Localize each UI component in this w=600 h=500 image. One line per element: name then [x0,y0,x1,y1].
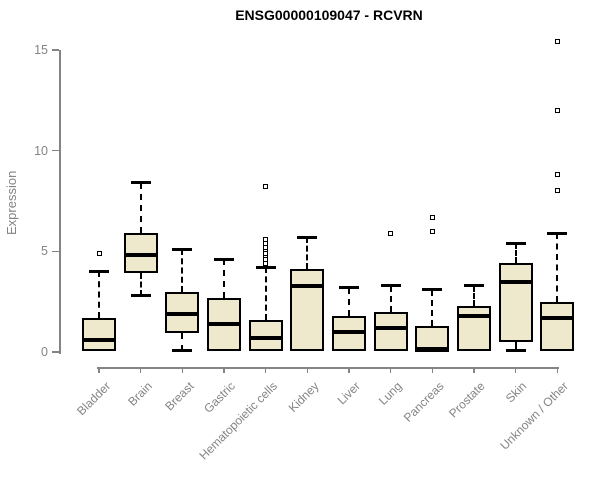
whisker-cap-lower-breast [172,349,193,353]
median-gastric [207,321,241,326]
x-axis-tick [223,367,225,373]
whisker-upper-skin [514,243,517,264]
x-axis-tick [556,367,559,373]
x-category-label-gastric: Gastric [201,379,238,416]
x-axis-tick [473,367,475,373]
x-axis-tick [389,367,392,373]
whisker-cap-lower-skin [505,349,526,353]
median-skin [498,279,533,284]
whisker-cap-upper-hematopoietic-cells [255,265,276,269]
x-axis-tick [348,367,350,373]
median-prostate [457,313,492,318]
outlier-lung [388,230,394,236]
whisker-cap-upper-gastric [214,257,234,261]
whisker-upper-liver [348,287,351,316]
x-axis-tick [98,367,100,373]
y-axis-tick [52,49,59,51]
x-category-label-skin: Skin [503,379,530,406]
whisker-cap-upper-unknown-other [547,231,568,235]
x-axis-tick [181,367,184,373]
box-prostate [457,305,492,351]
y-axis-line [59,50,61,354]
whisker-upper-brain [139,182,142,234]
whisker-cap-upper-liver [339,286,360,290]
box-bladder [82,317,116,351]
median-pancreas [415,346,450,351]
box-skin [498,263,533,342]
y-axis-tick [52,149,59,152]
whisker-cap-upper-pancreas [422,288,443,292]
outlier-bladder [96,250,102,256]
whisker-cap-upper-bladder [89,269,109,273]
whisker-upper-gastric [223,259,225,298]
median-breast [165,311,200,316]
x-axis-tick [139,367,142,373]
box-unknown-other [540,301,575,351]
median-unknown-other [540,315,575,320]
box-kidney [290,269,325,351]
whisker-upper-pancreas [431,289,434,326]
whisker-cap-lower-brain [130,294,151,298]
median-kidney [290,283,325,288]
x-category-label-liver: Liver [334,379,363,408]
outlier-pancreas [429,214,435,220]
x-axis-tick [306,367,309,373]
whisker-lower-brain [139,273,142,296]
x-axis-line [97,367,560,369]
whisker-upper-kidney [306,237,309,270]
whisker-upper-unknown-other [556,233,559,302]
whisker-upper-breast [181,249,184,292]
y-tick-label: 0 [41,345,48,359]
x-category-label-pancreas: Pancreas [400,379,447,425]
x-category-label-brain: Brain [124,379,155,409]
y-axis-label: Expression [4,170,19,236]
x-axis-tick [514,367,517,373]
box-lung [373,311,408,351]
box-brain [123,233,158,274]
whisker-cap-upper-brain [130,181,151,185]
whisker-cap-upper-breast [172,247,193,251]
whisker-upper-prostate [473,285,476,306]
median-brain [123,253,158,258]
y-axis-tick [52,351,59,353]
median-hematopoietic-cells [248,335,283,340]
x-category-label-prostate: Prostate [446,379,488,421]
median-bladder [82,337,116,342]
outlier-unknown-other [554,39,560,45]
x-axis-tick [431,367,434,373]
x-category-label-hematopoietic-cells: Hematopoietic cells [196,379,280,463]
whisker-cap-upper-lung [380,284,401,288]
y-tick-label: 10 [34,143,48,158]
outlier-unknown-other [554,188,560,194]
outlier-hematopoietic-cells [263,236,269,242]
x-category-label-kidney: Kidney [285,379,322,415]
outlier-unknown-other [554,107,560,113]
median-liver [332,329,367,334]
x-category-label-breast: Breast [161,379,197,414]
whisker-lower-breast [181,332,184,351]
whisker-cap-upper-prostate [464,284,485,288]
whisker-lower-skin [514,341,517,351]
median-lung [373,325,408,330]
box-hematopoietic-cells [248,319,283,351]
whisker-upper-hematopoietic-cells [264,267,267,320]
x-category-label-bladder: Bladder [73,379,113,419]
x-category-label-lung: Lung [375,379,405,408]
outlier-unknown-other [554,172,560,178]
y-tick-label: 5 [41,244,48,259]
outlier-hematopoietic-cells [263,184,269,190]
y-tick-label: 15 [34,43,48,57]
whisker-cap-upper-kidney [297,235,318,239]
y-axis-tick [52,250,59,253]
x-axis-tick [264,367,267,373]
outlier-pancreas [429,228,435,234]
chart-title: ENSG00000109047 - RCVRN [235,7,423,23]
whisker-upper-lung [389,285,392,312]
whisker-cap-upper-skin [505,241,526,245]
whisker-upper-bladder [98,271,100,318]
